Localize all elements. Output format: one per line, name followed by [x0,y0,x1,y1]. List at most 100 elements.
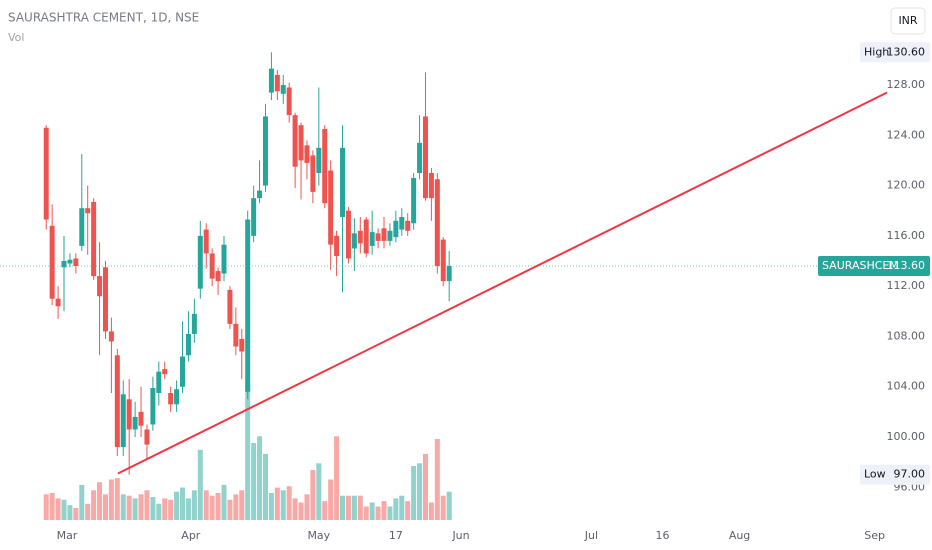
candle-body [310,155,316,192]
y-tick-label: 104.00 [887,380,926,393]
candle-body [73,258,79,267]
candle-body [434,179,440,267]
candle-body [102,267,108,332]
volume-bar [156,503,162,520]
candle-body [156,371,162,394]
volume-bar [286,486,292,520]
volume-bar [197,449,203,520]
candle-body [251,198,257,236]
volume-bar [375,506,381,520]
volume-bar [434,439,440,520]
x-tick-label: Apr [181,529,201,542]
high-name: High [864,45,889,58]
candle-body [334,235,340,256]
candle-body [440,239,446,282]
volume-bar [114,478,120,520]
y-tick-label: 120.00 [887,179,926,192]
candle-body [446,266,452,282]
candle-body [67,259,73,264]
candle-body [274,74,280,92]
candle-body [345,210,351,259]
candle-body [61,261,67,268]
candle-body [85,208,91,214]
volume-bar [310,470,316,520]
low-value: 97.00 [894,468,926,481]
volume-bar [102,494,108,520]
volume-bar [79,484,85,520]
volume-bar [49,493,55,520]
volume-bar [381,501,387,520]
volume-bar [322,501,328,520]
volume-bar [120,494,126,520]
volume-bar [274,487,280,520]
candle-body [215,271,221,282]
volume-bar [280,490,286,520]
candle-body [55,298,61,307]
x-tick-label: Mar [57,529,78,542]
volume-bar [61,499,67,520]
candle-body [328,170,334,245]
volume-bar [292,498,298,520]
volume-bar [227,499,233,520]
volume-bar [422,453,428,520]
candle-body [245,219,251,392]
candle-body [405,220,411,231]
last-price-name: SAURASHCEM [822,259,899,272]
volume-bar [363,506,369,520]
candle-body [144,429,150,445]
candle-body [132,416,138,430]
last-price-value: 113.60 [887,259,926,272]
volume-bar [91,490,97,520]
y-tick-label: 124.00 [887,128,926,141]
volume-bar [298,502,304,520]
candle-body [185,333,191,356]
volume-bar [55,498,61,520]
volume-bar [446,491,452,520]
candle-body [262,116,268,186]
volume-bar [233,494,239,520]
candle-body [233,323,239,347]
candle-body [203,229,209,254]
candle-body [322,128,328,204]
volume-bar [215,493,221,520]
x-tick-label: Aug [729,529,750,542]
volume-bar [245,385,251,520]
candle-body [239,338,245,352]
candle-body [286,87,292,116]
candle-body [221,244,227,274]
high-value: 130.60 [887,45,926,58]
currency-button[interactable] [890,7,926,35]
candle-body [108,331,114,342]
candle-body [292,115,298,167]
candle-body [114,355,120,448]
high-badge [860,42,930,63]
volume-label: Vol [8,31,24,44]
x-tick-label: May [307,529,330,542]
candle-body [381,228,387,241]
volume-bar [262,453,268,520]
volume-bar [399,495,405,520]
volume-bar [144,490,150,520]
candle-body [399,217,405,230]
candle-body [126,399,132,430]
volume-bar [168,499,174,520]
volume-bar [411,466,417,520]
candle-body [257,190,263,199]
volume-bar [304,494,310,520]
candle-body [174,389,180,405]
volume-bar [405,501,411,520]
candle-body [79,208,85,246]
volume-bar [185,498,191,520]
candle-body [180,356,186,387]
candle-body [227,289,233,324]
candle-body [197,235,203,289]
candle-body [417,142,423,173]
volume-bar [393,498,399,520]
volume-bar [43,494,49,520]
volume-bar [328,479,334,520]
last-price-badge [818,256,930,277]
volume-bar [268,493,274,520]
volume-bar [340,495,346,520]
volume-bar [150,497,156,520]
